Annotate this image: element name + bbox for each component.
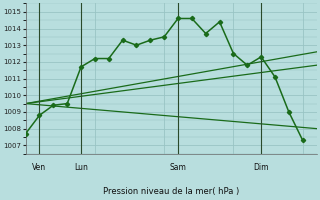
Text: Dim: Dim <box>253 163 269 172</box>
Text: Pression niveau de la mer( hPa ): Pression niveau de la mer( hPa ) <box>103 187 239 196</box>
Text: Lun: Lun <box>74 163 88 172</box>
Text: Ven: Ven <box>32 163 46 172</box>
Text: Sam: Sam <box>170 163 187 172</box>
